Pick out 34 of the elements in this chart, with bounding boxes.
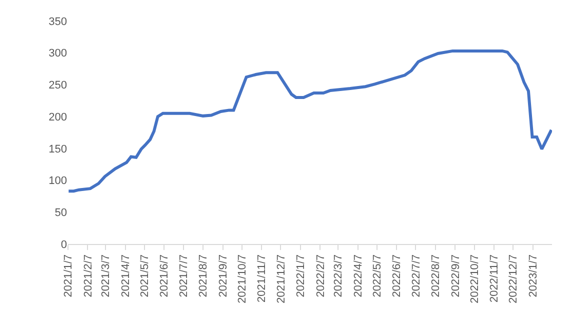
x-tick-label: 2021/7/7 (178, 254, 190, 298)
x-tick-label: 2021/1/7 (62, 254, 75, 298)
x-tick-label: 2021/8/7 (198, 254, 210, 298)
y-tick-label: 350 (48, 16, 67, 28)
x-tick-label: 2022/9/7 (450, 254, 462, 298)
x-tick-label: 2022/7/7 (410, 254, 422, 298)
x-tick-label: 2021/6/7 (158, 254, 171, 298)
x-tick-label: 2022/11/7 (488, 254, 501, 303)
x-tick-label: 2022/12/7 (508, 254, 520, 304)
y-tick-label: 300 (48, 48, 67, 60)
x-tick-label: 2021/12/7 (275, 254, 288, 304)
x-tick-label: 2022/2/7 (314, 254, 327, 298)
x-tick-label: 2021/3/7 (100, 254, 112, 298)
x-tick-label: 2021/11/7 (256, 254, 268, 303)
x-tick-label: 2021/4/7 (120, 254, 132, 298)
y-tick-label: 100 (48, 175, 67, 188)
x-tick-label: 2021/5/7 (138, 254, 151, 298)
x-tick-label: 2022/6/7 (391, 254, 404, 298)
x-tick-label: 2021/2/7 (82, 254, 94, 298)
y-tick-label: 0 (60, 238, 67, 251)
x-tick-label: 2022/5/7 (371, 254, 384, 298)
y-tick-label: 250 (48, 80, 67, 92)
y-tick-label: 150 (48, 143, 67, 156)
x-tick-label: 2021/9/7 (217, 254, 230, 298)
x-tick-label: 2022/3/7 (332, 254, 345, 298)
x-tick-label: 2022/8/7 (430, 254, 442, 298)
x-tick-label: 2022/1/7 (295, 254, 308, 298)
x-tick-label: 2021/10/7 (236, 254, 248, 304)
y-tick-label: 50 (54, 206, 67, 219)
x-tick-label: 2023/1/7 (527, 254, 540, 298)
x-tick-label: 2022/4/7 (352, 254, 364, 298)
y-tick-label: 200 (48, 111, 67, 124)
line-series (68, 49, 552, 193)
x-tick-label: 2022/10/7 (468, 254, 481, 304)
